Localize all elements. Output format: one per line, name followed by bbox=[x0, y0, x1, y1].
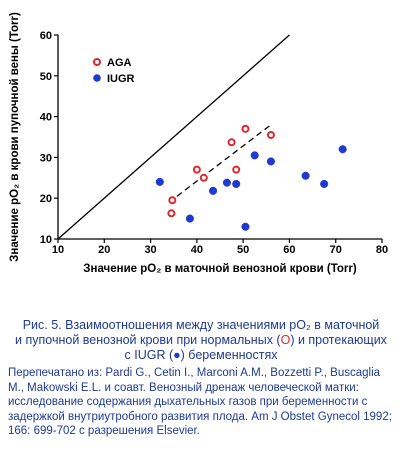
x-tick-label: 20 bbox=[98, 244, 110, 256]
axes: 10 20 30 40 50 60 70 80 10 20 30 40 50 60 bbox=[40, 30, 388, 256]
caption-title-line2: и пупочной венозной крови при нормальных… bbox=[15, 333, 387, 347]
x-tick-label: 60 bbox=[283, 244, 295, 256]
y-tick-label: 10 bbox=[40, 234, 52, 246]
iugr-point bbox=[250, 151, 259, 160]
legend-aga-label: AGA bbox=[107, 57, 132, 69]
aga-symbol: O bbox=[280, 333, 291, 347]
iugr-point bbox=[185, 214, 194, 223]
iugr-point bbox=[338, 145, 347, 154]
iugr-point bbox=[155, 177, 164, 186]
iugr-symbol: ● bbox=[173, 348, 181, 362]
aga-point bbox=[168, 196, 177, 205]
iugr-point bbox=[241, 222, 250, 231]
caption-title-line3: с IUGR (●) беременностях bbox=[124, 348, 278, 362]
iugr-point bbox=[209, 186, 218, 195]
legend-iugr-label: IUGR bbox=[107, 73, 135, 85]
aga-point bbox=[266, 130, 275, 139]
aga-point bbox=[192, 165, 201, 174]
x-tick-label: 10 bbox=[52, 244, 64, 256]
iugr-point bbox=[266, 157, 275, 166]
y-tick-label: 40 bbox=[40, 112, 52, 124]
aga-point bbox=[167, 209, 176, 218]
scatter-chart: 10 20 30 40 50 60 70 80 10 20 30 40 50 60 AGA IUGR Зна… bbox=[9, 12, 388, 275]
x-tick-label: 70 bbox=[330, 244, 342, 256]
legend-aga-marker bbox=[93, 58, 101, 66]
x-tick-label: 80 bbox=[376, 244, 388, 256]
identity-line bbox=[57, 34, 290, 240]
y-tick-label: 20 bbox=[40, 193, 52, 205]
aga-point bbox=[232, 165, 241, 174]
x-tick-label: 30 bbox=[144, 244, 156, 256]
x-tick-label: 50 bbox=[237, 244, 249, 256]
caption-title-line1: Рис. 5. Взаимоотношения между значениями… bbox=[22, 318, 380, 332]
aga-point bbox=[199, 173, 208, 182]
y-axis-label: Значение pO₂ в крови пупочной вены (Torr… bbox=[9, 12, 21, 262]
figure-caption-body: Перепечатано из: Pardi G., Cetin I., Mar… bbox=[8, 367, 392, 437]
aga-point bbox=[241, 124, 250, 133]
iugr-point bbox=[222, 178, 231, 187]
iugr-point bbox=[232, 179, 241, 188]
data-points bbox=[155, 124, 347, 231]
x-tick-label: 40 bbox=[191, 244, 203, 256]
legend-iugr-marker bbox=[93, 74, 101, 82]
y-tick-label: 60 bbox=[40, 30, 52, 42]
y-tick-label: 50 bbox=[40, 71, 52, 83]
iugr-point bbox=[320, 179, 329, 188]
aga-point bbox=[227, 138, 236, 147]
legend: AGA IUGR bbox=[93, 57, 135, 85]
regression-line bbox=[168, 124, 272, 203]
reference-lines bbox=[57, 34, 290, 240]
figure-caption-title: Рис. 5. Взаимоотношения между значениями… bbox=[8, 318, 394, 363]
x-axis-label: Значение pO₂ в маточной венозной крови (… bbox=[83, 263, 357, 275]
y-tick-label: 30 bbox=[40, 152, 52, 164]
iugr-point bbox=[301, 171, 310, 180]
